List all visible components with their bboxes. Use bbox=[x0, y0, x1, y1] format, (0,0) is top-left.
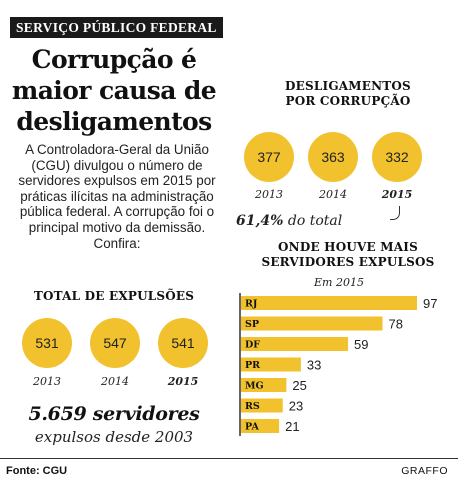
corruption-title-line-2: POR CORRUPÇÃO bbox=[285, 94, 411, 108]
bar-value-mg: 25 bbox=[292, 378, 306, 393]
corruption-2013-value: 377 bbox=[257, 149, 281, 165]
corruption-2014-value: 363 bbox=[321, 149, 345, 165]
bar-df bbox=[241, 337, 349, 351]
corruption-title-line-1: DESLIGAMENTOS bbox=[285, 79, 411, 93]
total-2014-value: 547 bbox=[103, 335, 127, 351]
bar-rj bbox=[241, 296, 417, 310]
total-2013-circle: 531 bbox=[22, 318, 72, 368]
bar-category-sp: SP bbox=[245, 319, 259, 330]
total-2014-circle: 547 bbox=[90, 318, 140, 368]
footer-credit: GRAFFO bbox=[401, 465, 448, 477]
bar-category-rj: RJ bbox=[245, 299, 258, 310]
intro-paragraph: A Controladora-Geral da União (CGU) divu… bbox=[18, 142, 216, 251]
bar-category-pa: PA bbox=[245, 422, 259, 433]
states-subtitle: Em 2015 bbox=[314, 276, 364, 289]
footer-divider bbox=[0, 458, 458, 459]
bar-mg bbox=[241, 378, 287, 392]
bar-value-rs: 23 bbox=[289, 399, 303, 414]
corruption-2015-value: 332 bbox=[385, 149, 409, 165]
headline: Corrupção é maior causa de desligamentos bbox=[11, 45, 217, 136]
total-servers-subtitle: expulsos desde 2003 bbox=[34, 428, 194, 446]
total-2015-value: 541 bbox=[171, 335, 195, 351]
bar-value-df: 59 bbox=[354, 337, 368, 352]
bar-value-pr: 33 bbox=[307, 358, 321, 373]
bar-rs bbox=[241, 398, 283, 413]
section-ticker: SERVIÇO PÚBLICO FEDERAL bbox=[10, 17, 223, 38]
corruption-year-2015: 2015 bbox=[381, 188, 413, 201]
bar-sp bbox=[241, 316, 383, 331]
bar-category-rs: RS bbox=[245, 401, 260, 412]
total-2015-circle: 541 bbox=[158, 318, 208, 368]
corruption-2014-circle: 363 bbox=[308, 132, 358, 182]
bar-category-pr: PR bbox=[245, 360, 260, 371]
percentage-value: 61,4% bbox=[236, 213, 284, 229]
corruption-2013-circle: 377 bbox=[244, 132, 294, 182]
total-servers-count: 5.659 servidores bbox=[28, 403, 200, 425]
total-year-2015: 2015 bbox=[167, 375, 199, 388]
bar-pa bbox=[241, 419, 280, 433]
states-title-line-1: ONDE HOUVE MAIS bbox=[278, 240, 418, 254]
total-expulsions-title: TOTAL DE EXPULSÕES bbox=[33, 289, 195, 303]
corruption-year-2014: 2014 bbox=[319, 188, 347, 201]
bar-category-mg: MG bbox=[245, 381, 264, 392]
bar-value-sp: 78 bbox=[389, 317, 403, 332]
total-year-2014: 2014 bbox=[101, 375, 129, 388]
corruption-percentage: 61,4% do total bbox=[236, 213, 396, 229]
total-2013-value: 531 bbox=[35, 335, 59, 351]
corruption-year-2013: 2013 bbox=[255, 188, 283, 201]
states-title-line-2: SERVIDORES EXPULSOS bbox=[261, 255, 435, 269]
corruption-2015-circle: 332 bbox=[372, 132, 422, 182]
bar-value-pa: 21 bbox=[285, 419, 299, 434]
percentage-label: do total bbox=[287, 213, 343, 229]
total-year-2013: 2013 bbox=[33, 375, 61, 388]
footer-source: Fonte: CGU bbox=[6, 465, 68, 477]
bar-value-rj: 97 bbox=[423, 296, 437, 311]
bar-category-df: DF bbox=[245, 340, 260, 351]
bar-pr bbox=[241, 357, 301, 372]
percentage-bracket bbox=[390, 206, 400, 220]
